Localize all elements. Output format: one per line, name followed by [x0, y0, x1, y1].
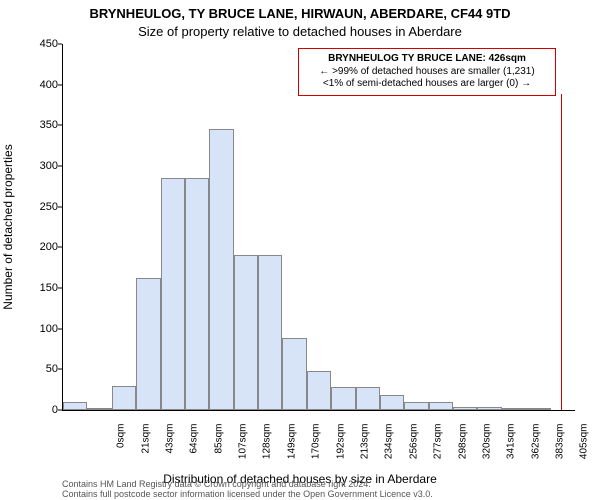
x-tick-label: 0sqm — [116, 424, 127, 474]
annotation-box: BRYNHEULOG TY BRUCE LANE: 426sqm ← >99% … — [298, 48, 556, 96]
x-tick-label: 192sqm — [335, 424, 346, 474]
histogram-bar — [526, 408, 550, 410]
footnote: Contains HM Land Registry data © Crown c… — [62, 480, 433, 500]
histogram-bar — [161, 178, 185, 410]
x-tick-label: 256sqm — [408, 424, 419, 474]
chart-title-main: BRYNHEULOG, TY BRUCE LANE, HIRWAUN, ABER… — [0, 6, 600, 21]
histogram-bar — [185, 178, 209, 410]
y-tick-label: 0 — [0, 404, 58, 416]
histogram-bar — [87, 408, 111, 410]
y-tick-label: 250 — [0, 201, 58, 213]
histogram-bar — [429, 402, 453, 410]
y-tick-label: 300 — [0, 160, 58, 172]
x-tick-label: 383sqm — [555, 424, 566, 474]
x-tick-label: 405sqm — [579, 424, 590, 474]
y-tick-label: 400 — [0, 79, 58, 91]
x-tick-label: 21sqm — [140, 424, 151, 474]
y-tick-label: 200 — [0, 241, 58, 253]
histogram-bar — [112, 386, 136, 410]
x-tick-label: 128sqm — [262, 424, 273, 474]
x-tick-label: 85sqm — [213, 424, 224, 474]
annotation-line-1: ← >99% of detached houses are smaller (1… — [307, 66, 547, 79]
x-tick-label: 341sqm — [506, 424, 517, 474]
histogram-bar — [331, 387, 355, 410]
annotation-title: BRYNHEULOG TY BRUCE LANE: 426sqm — [307, 53, 547, 66]
y-tick-label: 150 — [0, 282, 58, 294]
y-tick-label: 50 — [0, 363, 58, 375]
x-tick-label: 298sqm — [457, 424, 468, 474]
y-tick-label: 450 — [0, 38, 58, 50]
plot-area — [62, 44, 575, 411]
x-tick-label: 64sqm — [189, 424, 200, 474]
x-tick-label: 362sqm — [530, 424, 541, 474]
x-tick-label: 43sqm — [164, 424, 175, 474]
x-tick-label: 320sqm — [481, 424, 492, 474]
histogram-bar — [307, 371, 331, 410]
histogram-bar — [356, 387, 380, 410]
chart-title-sub: Size of property relative to detached ho… — [0, 24, 600, 39]
annotation-line-2: <1% of semi-detached houses are larger (… — [307, 78, 547, 91]
x-tick-label: 170sqm — [311, 424, 322, 474]
y-tick-label: 100 — [0, 323, 58, 335]
histogram-bar — [502, 408, 526, 410]
x-tick-label: 277sqm — [433, 424, 444, 474]
histogram-bar — [63, 402, 87, 410]
histogram-bar — [209, 129, 233, 410]
x-tick-label: 107sqm — [238, 424, 249, 474]
x-tick-label: 149sqm — [286, 424, 297, 474]
x-tick-label: 213sqm — [360, 424, 371, 474]
histogram-bar — [477, 407, 501, 410]
histogram-bar — [380, 395, 404, 410]
annotation-marker-line — [561, 94, 562, 410]
histogram-bar — [282, 338, 306, 410]
histogram-bar — [136, 278, 160, 410]
histogram-bar — [453, 407, 477, 410]
histogram-bar — [258, 255, 282, 410]
histogram-bar — [234, 255, 258, 410]
y-tick-label: 350 — [0, 119, 58, 131]
x-tick-label: 234sqm — [384, 424, 395, 474]
histogram-bar — [404, 402, 428, 410]
chart-container: BRYNHEULOG, TY BRUCE LANE, HIRWAUN, ABER… — [0, 0, 600, 500]
